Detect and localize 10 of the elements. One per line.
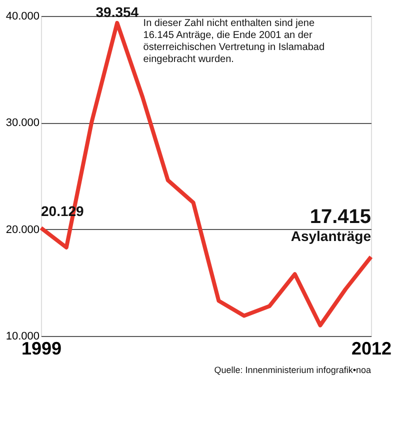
data-label: 17.415 [310,206,371,228]
data-label: 39.354 [96,4,139,20]
y-tick-label: 30.000 [6,117,40,130]
y-tick-label: 40.000 [6,10,40,22]
x-tick-label: 2012 [351,338,392,358]
annotation: Asylanträge [290,228,372,244]
source-note: Quelle: Innenministerium infografik•noa [214,365,371,375]
y-tick-label: 20.000 [6,224,40,236]
line-series [39,20,373,328]
annotation: In dieser Zahl nicht enthalten sind jene 16.145 Anträge, die Ende 2001 an der österreichischen Vertretung in Islamabad eingebracht wurden. [143,18,325,65]
